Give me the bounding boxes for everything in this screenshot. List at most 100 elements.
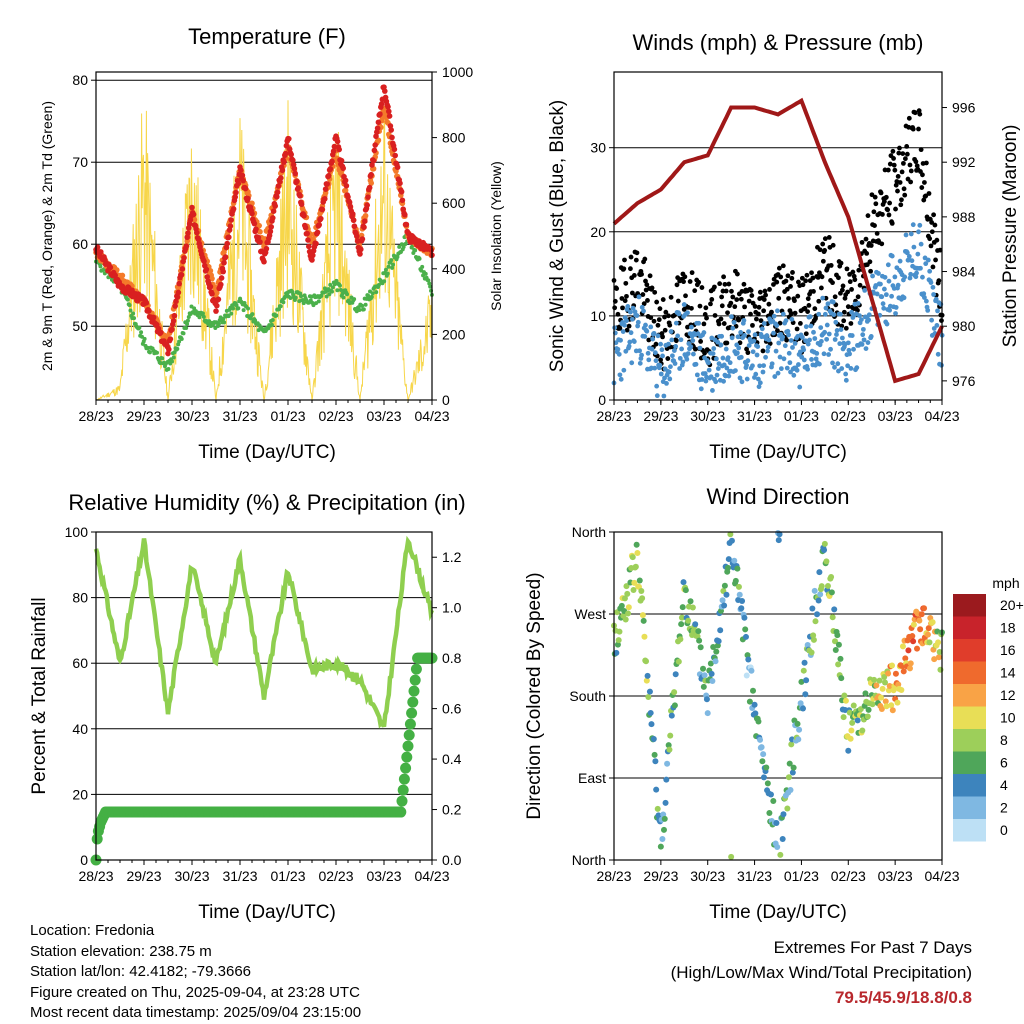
- gust-point: [655, 322, 661, 328]
- wind-point: [723, 346, 729, 352]
- dewpoint-point: [241, 308, 246, 313]
- gust-point: [718, 316, 724, 322]
- direction-point: [659, 836, 666, 843]
- direction-point: [898, 687, 905, 694]
- dewpoint-point: [341, 295, 346, 300]
- dewpoint-point: [390, 265, 395, 270]
- dir-xlabel: Time (Day/UTC): [709, 902, 847, 923]
- gust-point: [649, 285, 655, 291]
- gust-point: [749, 293, 755, 298]
- wind-point: [622, 322, 627, 328]
- gust-point: [820, 241, 826, 247]
- dewpoint-point: [361, 307, 366, 312]
- direction-point: [719, 597, 726, 604]
- direction-point: [629, 554, 636, 561]
- gust-point: [689, 305, 694, 311]
- extremes-title: Extremes For Past 7 Days: [773, 938, 972, 957]
- temp-2m-point: [228, 217, 234, 223]
- dewpoint-point: [197, 315, 202, 320]
- direction-point: [770, 798, 777, 805]
- colorbar-label: 16: [1000, 642, 1016, 658]
- wind-point: [839, 366, 845, 371]
- direction-point: [662, 799, 669, 806]
- wind-point: [616, 351, 622, 357]
- dir-ytick-label: South: [569, 688, 606, 704]
- gust-point: [642, 256, 648, 262]
- direction-point: [828, 589, 835, 596]
- wind-ytick-label: 0: [598, 392, 606, 408]
- wind-point: [828, 346, 833, 352]
- wind-point: [906, 254, 912, 259]
- dewpoint-point: [395, 254, 400, 259]
- temp-2m-point: [165, 350, 171, 357]
- direction-point: [700, 683, 707, 690]
- direction-point: [738, 605, 745, 612]
- gust-point: [689, 270, 695, 276]
- dewpoint-point: [288, 296, 293, 301]
- temp-2m-point: [330, 148, 337, 154]
- wind-point: [870, 273, 875, 279]
- temp-2m-point: [365, 194, 371, 200]
- wind-point: [784, 365, 790, 371]
- temp-2m-point: [143, 299, 150, 306]
- temp-9m-point: [342, 187, 349, 194]
- wind-title: Winds (mph) & Pressure (mb): [633, 30, 924, 55]
- wind-point: [771, 330, 776, 336]
- wind-point: [808, 323, 814, 329]
- temp-2m-point: [172, 303, 178, 309]
- gust-point: [722, 281, 728, 287]
- temp-2m-point: [354, 233, 360, 239]
- colorbar-label: 0: [1000, 822, 1008, 838]
- gust-point: [872, 194, 878, 200]
- direction-point: [664, 760, 671, 767]
- wind-point: [845, 363, 851, 369]
- gust-point: [758, 318, 764, 324]
- gust-point: [712, 313, 718, 318]
- direction-point: [631, 579, 638, 586]
- gust-point: [895, 174, 901, 179]
- recent-text: Most recent data timestamp: 2025/09/04 2…: [30, 1004, 362, 1021]
- direction-point: [789, 769, 796, 776]
- temp-2m-point: [233, 189, 239, 196]
- temp-9m-point: [214, 290, 220, 296]
- wind-ytick-label: 20: [590, 224, 606, 240]
- wind-point: [765, 344, 771, 350]
- wind-point: [654, 393, 660, 399]
- wind-point: [617, 372, 623, 378]
- dewpoint-series: [94, 230, 434, 372]
- gust-point: [933, 257, 938, 263]
- wind-point: [773, 348, 779, 354]
- wind-point: [635, 323, 641, 329]
- temp-2m-point: [382, 88, 388, 94]
- wind-point: [780, 334, 786, 340]
- temp-2m-point: [327, 166, 334, 172]
- dewpoint-point: [236, 306, 241, 311]
- wind-point: [755, 344, 761, 349]
- wind-point: [832, 337, 838, 342]
- direction-point: [704, 710, 711, 717]
- rh-line: [93, 535, 435, 729]
- direction-point: [865, 706, 872, 713]
- dewpoint-point: [301, 301, 306, 306]
- gust-point: [629, 290, 635, 296]
- wind-point: [861, 337, 867, 343]
- direction-point: [885, 670, 892, 677]
- wind-point: [847, 351, 852, 357]
- rh-rtick-label: 0.6: [442, 701, 462, 717]
- temp-2m-point: [366, 184, 373, 191]
- temp-2m-point: [322, 196, 328, 202]
- wind-point: [676, 311, 682, 317]
- direction-point: [734, 565, 741, 572]
- wind-point: [720, 355, 726, 361]
- direction-point: [842, 697, 849, 704]
- temp-2m-point: [272, 203, 279, 209]
- temp-2m-point: [389, 134, 395, 141]
- direction-point: [821, 546, 828, 553]
- wind-point: [825, 301, 831, 307]
- temp-2m-point: [203, 266, 210, 273]
- direction-point: [800, 667, 807, 674]
- rh-ytick-label: 40: [72, 721, 88, 737]
- dir-xtick-label: 31/23: [737, 868, 772, 884]
- wind-point: [925, 257, 931, 263]
- dir-xtick-label: 28/23: [596, 868, 631, 884]
